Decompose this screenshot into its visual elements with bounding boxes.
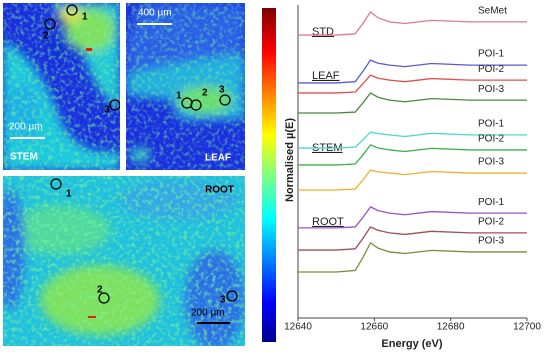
spectrum-line (298, 242, 527, 273)
legend-label: POI-3 (478, 84, 505, 95)
point-label: 2 (97, 285, 103, 296)
scale-bar-label: 200 µm (9, 122, 43, 133)
legend-label: POI-1 (478, 119, 505, 130)
image-label: LEAF (205, 153, 231, 164)
group-label: STD (312, 26, 334, 38)
spectrum-line (298, 131, 527, 149)
image-label: STEM (10, 152, 38, 163)
x-tick-label: 12640 (284, 322, 312, 333)
group-label: ROOT (312, 216, 344, 228)
legend-label: POI-1 (478, 197, 505, 208)
spectrum-line (298, 92, 527, 114)
x-tick-label: 12660 (360, 322, 388, 333)
stem-map: 1 2 3 200 µm STEM (3, 3, 120, 170)
scale-bar-label: 200 µm (191, 308, 225, 319)
x-tick-label: 12700 (513, 322, 541, 333)
legend-label: POI-2 (478, 64, 505, 75)
x-axis-label: Energy (eV) (381, 338, 442, 350)
leaf-map: 1 2 3 400 µm LEAF (126, 3, 245, 170)
x-tick-label: 12680 (437, 322, 465, 333)
legend-label: POI-1 (478, 49, 505, 60)
point-label: 3 (219, 85, 225, 96)
point-label: 1 (82, 12, 88, 23)
spectrum-line (298, 11, 527, 36)
point-label: 1 (66, 189, 72, 200)
point-label: 2 (43, 31, 49, 42)
spectrum-line (298, 59, 527, 84)
legend-label: POI-3 (478, 157, 505, 168)
spectrum-line (298, 74, 527, 94)
root-map: 1 2 3 200 µm ROOT (3, 176, 245, 346)
point-label: 1 (176, 91, 182, 102)
legend-label: SeMet (478, 6, 507, 17)
spectrum-line (298, 206, 527, 229)
spectrum-line (298, 226, 527, 251)
legend-label: POI-2 (478, 217, 505, 228)
legend-label: POI-3 (478, 236, 505, 247)
spectrum-line (298, 144, 527, 166)
scale-bar-label: 400 µm (138, 8, 172, 19)
image-label: ROOT (205, 185, 234, 196)
group-label: LEAF (312, 70, 340, 82)
y-axis-label: Normalised µ(E) (284, 118, 296, 202)
colorbar (262, 8, 276, 342)
point-label: 3 (104, 105, 110, 116)
point-label: 3 (220, 295, 226, 306)
legend-label: POI-2 (478, 134, 505, 145)
point-label: 2 (202, 88, 208, 99)
spectrum-line (298, 169, 527, 191)
